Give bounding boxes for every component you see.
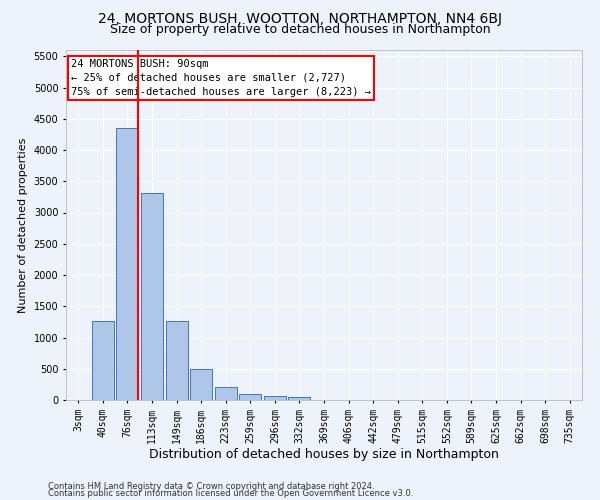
Text: 24, MORTONS BUSH, WOOTTON, NORTHAMPTON, NN4 6BJ: 24, MORTONS BUSH, WOOTTON, NORTHAMPTON, …: [98, 12, 502, 26]
Text: Contains public sector information licensed under the Open Government Licence v3: Contains public sector information licen…: [48, 489, 413, 498]
Y-axis label: Number of detached properties: Number of detached properties: [18, 138, 28, 312]
Bar: [166, 321, 188, 400]
Bar: [92, 320, 114, 400]
X-axis label: Distribution of detached houses by size in Northampton: Distribution of detached houses by size …: [149, 448, 499, 462]
Text: Size of property relative to detached houses in Northampton: Size of property relative to detached ho…: [110, 22, 490, 36]
Bar: [289, 396, 310, 400]
Bar: [116, 128, 139, 400]
Bar: [190, 370, 212, 400]
Bar: [264, 396, 286, 400]
Bar: [215, 386, 237, 400]
Bar: [239, 394, 262, 400]
Bar: [141, 193, 163, 400]
Text: Contains HM Land Registry data © Crown copyright and database right 2024.: Contains HM Land Registry data © Crown c…: [48, 482, 374, 491]
Text: 24 MORTONS BUSH: 90sqm
← 25% of detached houses are smaller (2,727)
75% of semi-: 24 MORTONS BUSH: 90sqm ← 25% of detached…: [71, 58, 371, 97]
